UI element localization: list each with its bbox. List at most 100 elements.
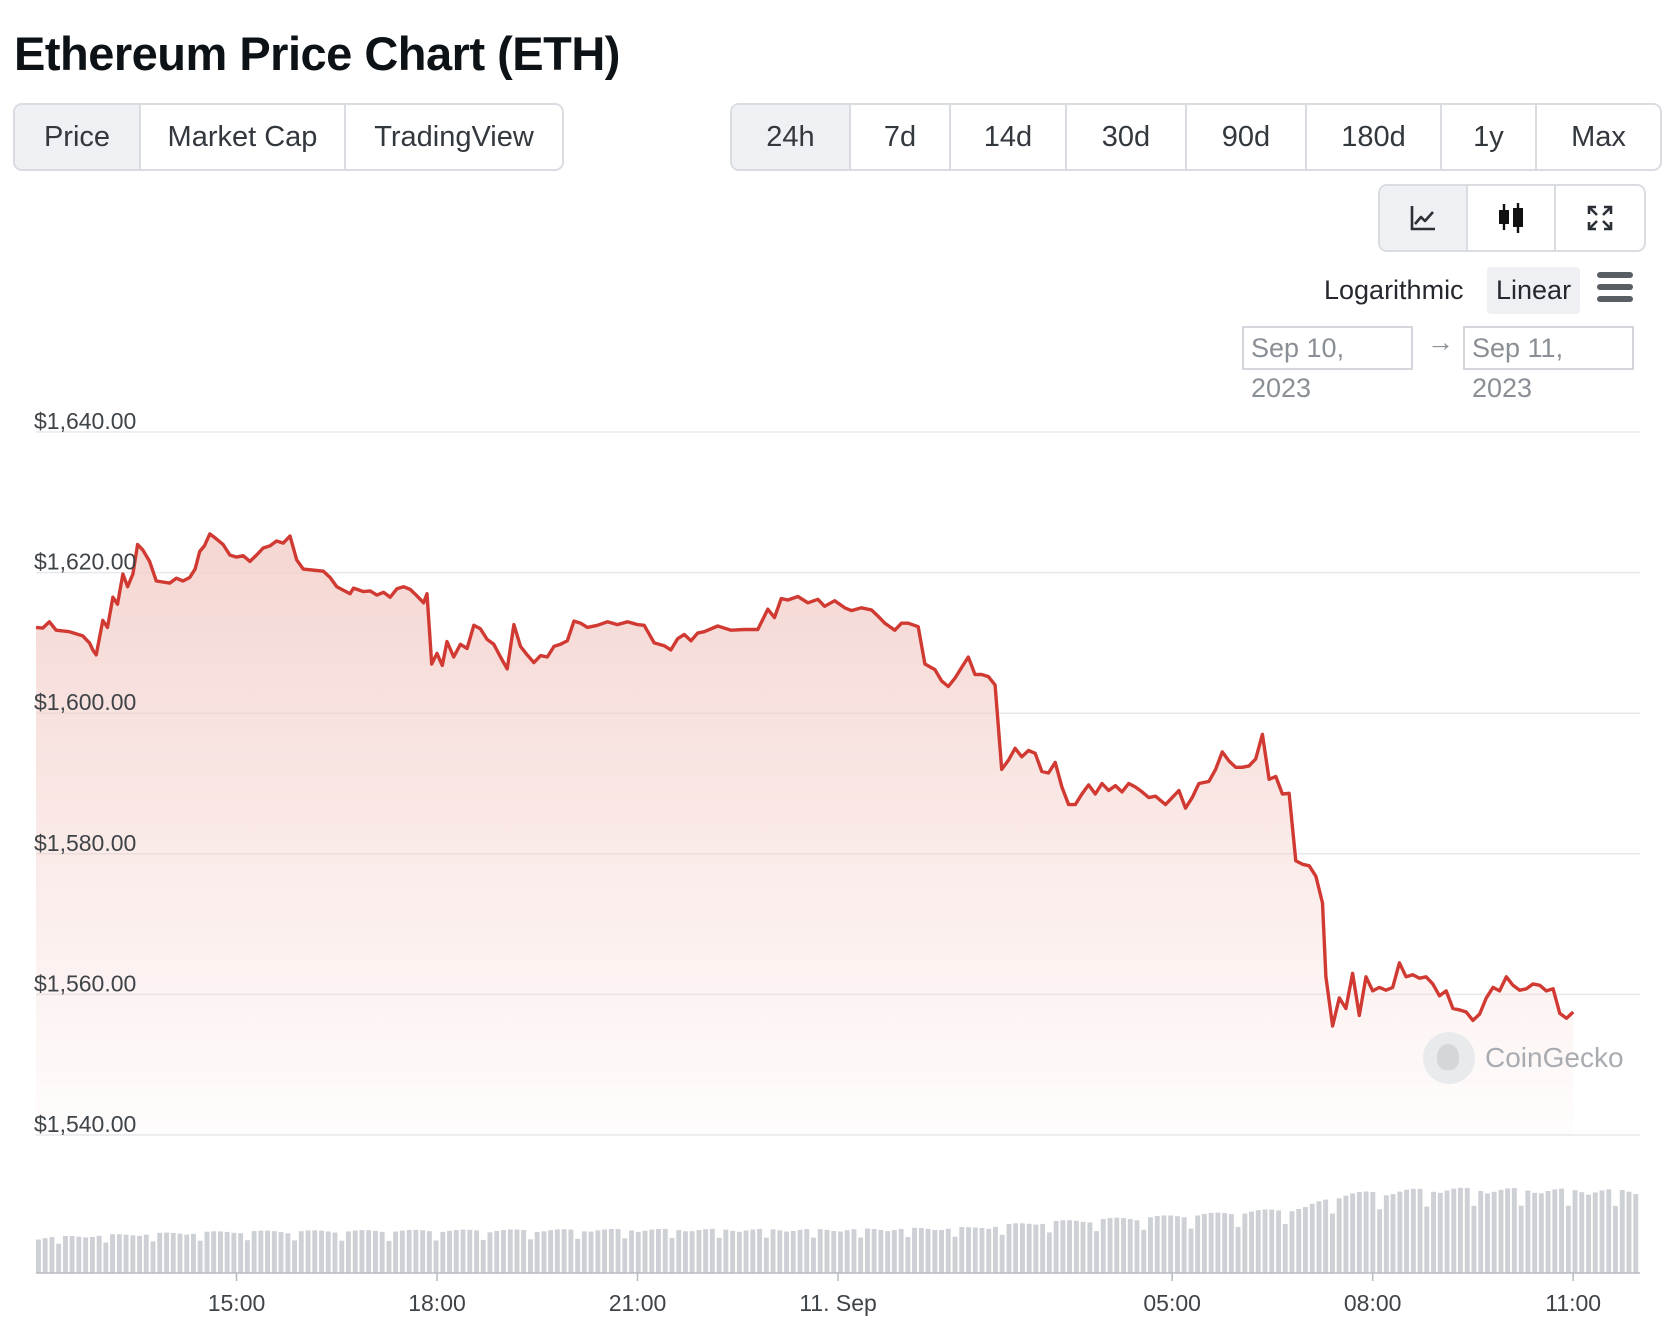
volume-bar	[1592, 1192, 1598, 1273]
volume-bar	[1444, 1190, 1450, 1273]
line-chart-button[interactable]	[1380, 186, 1468, 250]
volume-bar	[588, 1231, 594, 1273]
volume-bar	[1323, 1199, 1329, 1273]
volume-bar	[1383, 1195, 1389, 1273]
volume-bar	[1161, 1215, 1167, 1273]
volume-bar	[1363, 1191, 1369, 1273]
volume-bar	[103, 1242, 109, 1273]
volume-bar	[1505, 1188, 1511, 1273]
price-chart[interactable]: $1,640.00 $1,620.00 $1,600.00 $1,580.00 $1,5…	[0, 380, 1668, 1320]
volume-bar	[689, 1231, 695, 1273]
volume-bar	[838, 1231, 843, 1273]
volume-bar	[1498, 1189, 1504, 1273]
volume-bar	[1525, 1190, 1531, 1273]
volume-bar	[723, 1229, 729, 1273]
time-range-selector: 24h 7d 14d 30d 90d 180d 1y Max	[730, 103, 1662, 171]
volume-bar	[1127, 1219, 1133, 1273]
volume-bar	[865, 1228, 870, 1273]
volume-bar	[501, 1230, 506, 1273]
volume-bar	[1094, 1231, 1099, 1273]
hamburger-menu-icon[interactable]	[1597, 272, 1633, 302]
volume-bar	[1033, 1224, 1039, 1273]
volume-bar	[1485, 1193, 1490, 1273]
volume-bar	[514, 1229, 520, 1273]
volume-bar	[811, 1237, 816, 1273]
volume-bar	[817, 1229, 823, 1273]
volume-bar	[467, 1229, 473, 1273]
volume-bar	[635, 1231, 641, 1273]
volume-bar	[1053, 1221, 1059, 1273]
volume-bar	[1289, 1211, 1295, 1273]
volume-bar	[1606, 1189, 1612, 1273]
volume-bar	[1613, 1205, 1618, 1273]
volume-bar	[1195, 1215, 1201, 1273]
volume-bar	[1356, 1192, 1362, 1273]
volume-bar	[1255, 1210, 1261, 1273]
volume-bar	[1431, 1191, 1436, 1273]
watermark-label: CoinGecko	[1485, 1042, 1624, 1073]
tab-tradingview[interactable]: TradingView	[374, 120, 534, 153]
volume-bar	[1464, 1187, 1470, 1273]
volume-bar	[1100, 1219, 1106, 1273]
volume-bar	[763, 1237, 769, 1273]
range-180d-button[interactable]: 180d	[1307, 105, 1442, 169]
volume-bar	[406, 1230, 412, 1273]
volume-bar	[494, 1231, 500, 1273]
volume-bar	[258, 1230, 264, 1273]
volume-bar	[945, 1228, 951, 1273]
volume-bar	[1390, 1194, 1396, 1273]
range-1y-button[interactable]: 1y	[1442, 105, 1537, 169]
volume-bar	[1222, 1213, 1228, 1273]
tab-price[interactable]: Price	[15, 105, 141, 169]
volume-bar	[1020, 1223, 1025, 1273]
volume-bar	[453, 1230, 459, 1273]
y-tick-label: $1,580.00	[34, 830, 136, 856]
range-14d-button[interactable]: 14d	[951, 105, 1067, 169]
volume-bar	[1572, 1190, 1578, 1273]
volume-bar	[1188, 1228, 1194, 1273]
volume-bar	[1228, 1214, 1234, 1273]
volume-bar	[110, 1234, 115, 1273]
volume-bar	[1013, 1223, 1019, 1273]
volume-bar	[339, 1240, 345, 1273]
volume-bar	[790, 1231, 796, 1273]
range-90d-button[interactable]: 90d	[1187, 105, 1307, 169]
volume-bar	[325, 1231, 331, 1273]
volume-bar	[184, 1234, 190, 1273]
page-title: Ethereum Price Chart (ETH)	[14, 27, 620, 80]
x-tick-label: 15:00	[208, 1290, 266, 1316]
volume-bar	[69, 1236, 75, 1273]
range-24h-button[interactable]: 24h	[732, 105, 851, 169]
volume-bar	[1552, 1189, 1558, 1273]
candlestick-chart-button[interactable]	[1468, 186, 1556, 250]
x-tick-label: 05:00	[1143, 1290, 1201, 1316]
range-max-button[interactable]: Max	[1571, 120, 1626, 153]
chart-type-tabs: Price Market Cap TradingView	[13, 103, 564, 171]
volume-bar	[211, 1231, 217, 1273]
volume-bar	[999, 1234, 1005, 1273]
volume-bar	[1026, 1223, 1032, 1273]
candlestick-icon	[1499, 203, 1523, 233]
fullscreen-button[interactable]	[1556, 186, 1644, 250]
date-to-input[interactable]: Sep 11, 2023	[1463, 326, 1634, 403]
range-30d-button[interactable]: 30d	[1067, 105, 1187, 169]
volume-bar	[42, 1238, 48, 1273]
volume-bar	[878, 1229, 884, 1273]
x-tick-label: 08:00	[1344, 1290, 1402, 1316]
volume-bar	[1208, 1212, 1214, 1273]
logarithmic-scale-toggle[interactable]: Logarithmic	[1324, 275, 1464, 305]
volume-bar	[831, 1231, 837, 1273]
volume-bar	[298, 1231, 304, 1273]
linear-scale-toggle[interactable]: Linear	[1487, 267, 1581, 314]
volume-bar	[925, 1228, 931, 1273]
volume-bar	[642, 1230, 648, 1273]
volume-bar	[137, 1235, 142, 1273]
volume-bar	[285, 1233, 291, 1273]
volume-bar	[224, 1231, 230, 1273]
volume-bar	[83, 1237, 89, 1273]
line-chart-icon	[1410, 206, 1435, 231]
date-from-input[interactable]: Sep 10, 2023	[1242, 326, 1413, 403]
volume-bar	[447, 1230, 452, 1273]
tab-market-cap[interactable]: Market Cap	[141, 105, 346, 169]
range-7d-button[interactable]: 7d	[851, 105, 951, 169]
